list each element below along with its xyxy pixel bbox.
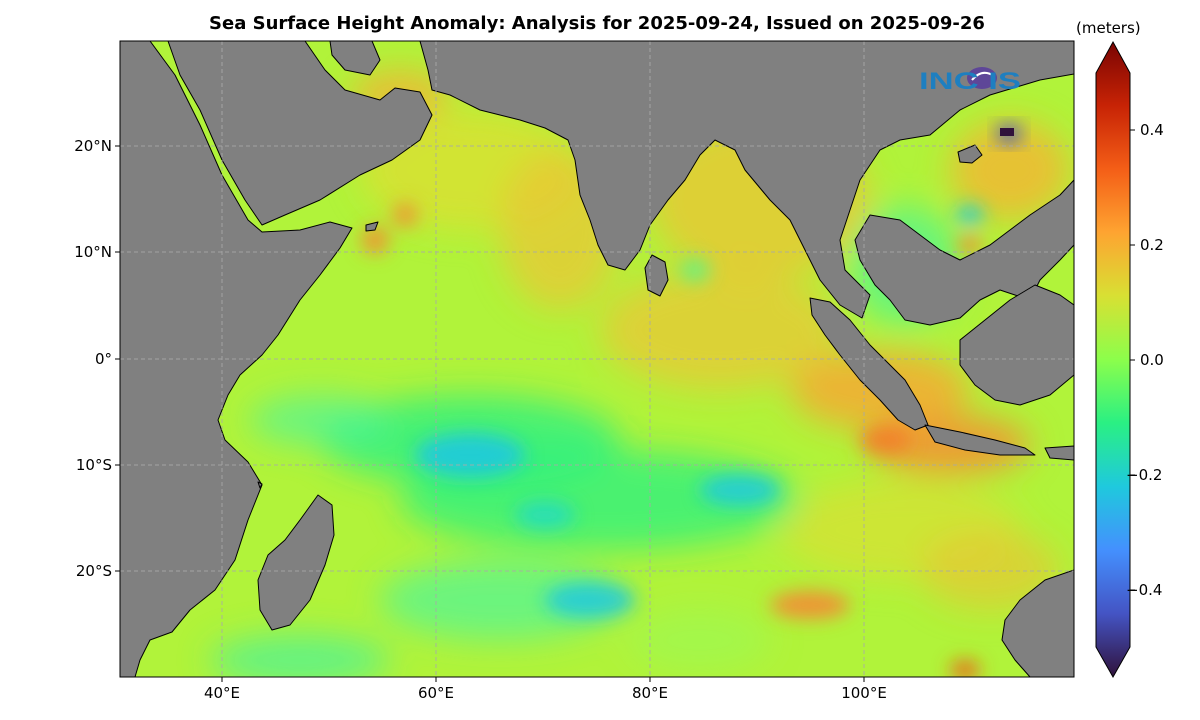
lon-tick-label: 60°E xyxy=(418,684,454,702)
lon-tick-label: 40°E xyxy=(204,684,240,702)
anomaly-cores xyxy=(361,203,984,677)
gridlines xyxy=(120,41,1074,677)
lon-tick-label: 80°E xyxy=(632,684,668,702)
lon-tick-label: 100°E xyxy=(841,684,887,702)
map-title: Sea Surface Height Anomaly: Analysis for… xyxy=(209,13,985,34)
lat-tick-label: 20°N xyxy=(74,137,112,155)
anomaly-minimum xyxy=(998,125,1020,143)
lat-tick-label: 20°S xyxy=(76,562,112,580)
incois-logo: INC IS xyxy=(919,67,1021,95)
lon-axis: 40°E 60°E 80°E 100°E xyxy=(204,677,887,702)
ssh-anomaly-map: INC IS xyxy=(120,41,1074,677)
lat-tick-label: 10°N xyxy=(74,243,112,261)
lat-tick-label: 0° xyxy=(95,350,112,368)
colorbar-tick-label: 0.2 xyxy=(1140,236,1164,254)
colorbar-tick-label: −0.4 xyxy=(1126,581,1162,599)
colorbar-tick-label: 0.4 xyxy=(1140,121,1164,139)
colorbar: 0.4 0.2 0.0 −0.2 −0.4 xyxy=(1095,40,1164,679)
colorbar-units: (meters) xyxy=(1076,19,1141,37)
lat-axis: 20°N 10°N 0° 10°S 20°S xyxy=(74,137,120,580)
logo-text: INC IS xyxy=(919,68,1021,95)
lat-tick-label: 10°S xyxy=(76,456,112,474)
anomaly-field xyxy=(210,70,1070,677)
land-masses xyxy=(120,41,1074,677)
colorbar-scale xyxy=(1095,40,1131,679)
colorbar-tick-label: 0.0 xyxy=(1140,351,1164,369)
colorbar-tick-label: −0.2 xyxy=(1126,466,1162,484)
